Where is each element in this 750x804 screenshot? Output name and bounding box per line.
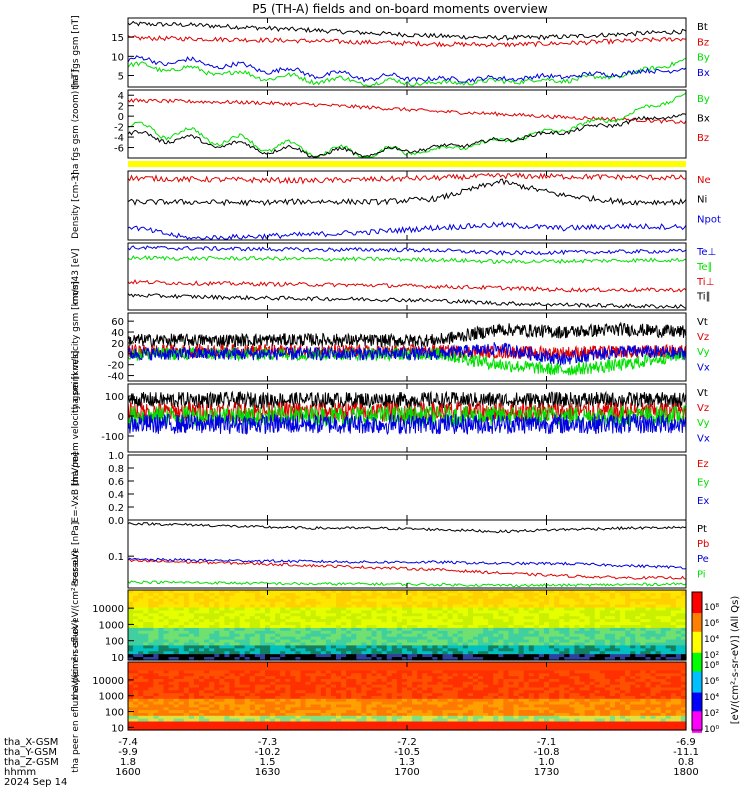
legend-Bz: Bz <box>697 37 709 48</box>
legend-By: By <box>697 53 710 64</box>
y-tick-label: -2 <box>114 123 124 134</box>
legend-Npot: Npot <box>697 214 721 225</box>
legend-Vy: Vy <box>697 418 710 429</box>
y-tick-label: 1.0 <box>108 451 124 462</box>
legend-Pt: Pt <box>697 524 707 535</box>
series-Bt <box>128 22 686 40</box>
legend-Ex: Ex <box>697 496 709 507</box>
legend-Pi: Pi <box>697 569 706 580</box>
y-tick-label: 0 <box>118 412 124 423</box>
series-Ni <box>128 179 686 205</box>
legend-Vz: Vz <box>697 332 709 343</box>
legend-Ey: Ey <box>697 478 709 489</box>
series-Bx <box>128 114 686 157</box>
y-tick-label: 1000 <box>99 620 124 631</box>
legend-Te⊥: Te⊥ <box>696 247 716 258</box>
legend-Bt: Bt <box>697 22 708 33</box>
plot-title: P5 (TH-A) fields and on-board moments ov… <box>252 2 548 16</box>
y-axis-label: Density [cm-3] <box>71 172 81 239</box>
y-tick-label: 0 <box>118 350 124 361</box>
y-tick-label: 0.6 <box>108 477 124 488</box>
panel-frame <box>128 243 686 310</box>
series-Te∥ <box>128 256 686 263</box>
legend-Bx: Bx <box>697 113 710 124</box>
y-tick-label: 5 <box>118 72 124 83</box>
y-tick-label: 10 <box>111 52 124 63</box>
legend-Vx: Vx <box>697 433 710 444</box>
panel-3: mom43 [eV]Te⊥Te∥Ti⊥Ti∥ <box>71 243 716 310</box>
y-tick-label: 0.2 <box>108 503 124 514</box>
legend-Vx: Vx <box>697 362 710 373</box>
legend-Ez: Ez <box>697 459 709 470</box>
y-tick-label: 0.1 <box>108 552 124 563</box>
y-axis-label: tha fgs gsm (zoom) [nT] <box>71 70 81 179</box>
y-axis-label: E=-VxB [mV/m] <box>71 452 81 522</box>
legend-Ne: Ne <box>697 175 711 186</box>
y-tick-label: 4 <box>118 91 124 102</box>
panel-frame <box>128 520 686 588</box>
quality-flag-bar <box>128 161 686 167</box>
y-tick-label: -4 <box>114 133 124 144</box>
y-tick-label: 40 <box>111 328 124 339</box>
y-tick-label: 0.8 <box>108 464 124 475</box>
y-tick-label: 0.0 <box>108 516 124 527</box>
legend-Vt: Vt <box>697 317 708 328</box>
legend-Bx: Bx <box>697 68 710 79</box>
series-Ti⊥ <box>128 280 686 292</box>
series-By <box>128 59 686 87</box>
legend-Vy: Vy <box>697 347 710 358</box>
y-tick-label: -6 <box>114 144 124 155</box>
y-tick-label: 100 <box>105 637 124 648</box>
panel-frame <box>128 18 686 87</box>
y-tick-label: -20 <box>108 361 124 372</box>
panel-2: Density [cm-3] Ne Ni Npot <box>71 161 721 240</box>
y-tick-label: 2 <box>118 102 124 113</box>
y-tick-label: 20 <box>111 339 124 350</box>
panel-frame <box>128 455 686 520</box>
series-Bz <box>128 36 686 47</box>
y-tick-label: 60 <box>111 317 124 328</box>
legend-Ti∥: Ti∥ <box>696 292 711 303</box>
legend-Bz: Bz <box>697 133 709 144</box>
legend-Pe: Pe <box>697 554 709 565</box>
legend-Vz: Vz <box>697 403 709 414</box>
series-Vt <box>128 323 686 347</box>
panel-6: 1.0 0.8 0.6 0.4 0.2 0.0 E=-VxB [mV/m] Ez Ey Ex <box>71 451 709 527</box>
y-tick-label: 15 <box>111 33 124 44</box>
y-tick-label: 10 <box>111 653 124 664</box>
y-tick-label: 0.4 <box>108 490 124 501</box>
legend-Te∥: Te∥ <box>696 262 713 273</box>
y-tick-label: -40 <box>108 372 124 383</box>
y-tick-label: 100 <box>105 392 124 403</box>
y-tick-label: 10000 <box>92 604 124 615</box>
legend-Ni: Ni <box>697 195 707 206</box>
series-Vt <box>128 392 686 408</box>
legend-Ti⊥: Ti⊥ <box>696 277 714 288</box>
y-tick-label: 0 <box>118 112 124 123</box>
legend-Vt: Vt <box>697 388 708 399</box>
y-tick-label: -100 <box>101 432 124 443</box>
legend-Pb: Pb <box>697 539 709 550</box>
legend-By: By <box>697 94 710 105</box>
